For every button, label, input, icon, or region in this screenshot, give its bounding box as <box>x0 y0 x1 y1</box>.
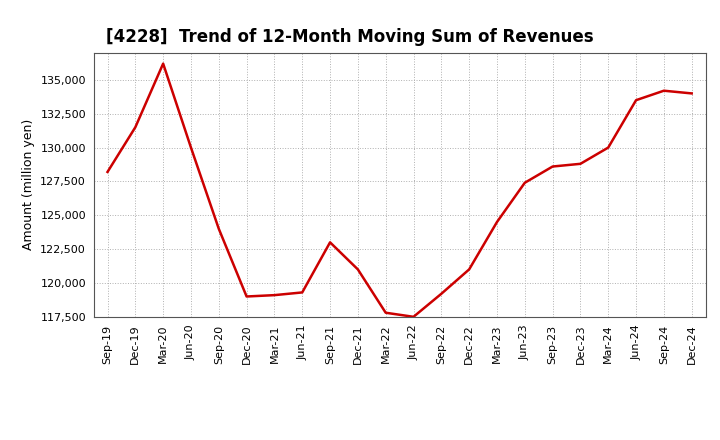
Text: [4228]  Trend of 12-Month Moving Sum of Revenues: [4228] Trend of 12-Month Moving Sum of R… <box>106 28 593 46</box>
Y-axis label: Amount (million yen): Amount (million yen) <box>22 119 35 250</box>
